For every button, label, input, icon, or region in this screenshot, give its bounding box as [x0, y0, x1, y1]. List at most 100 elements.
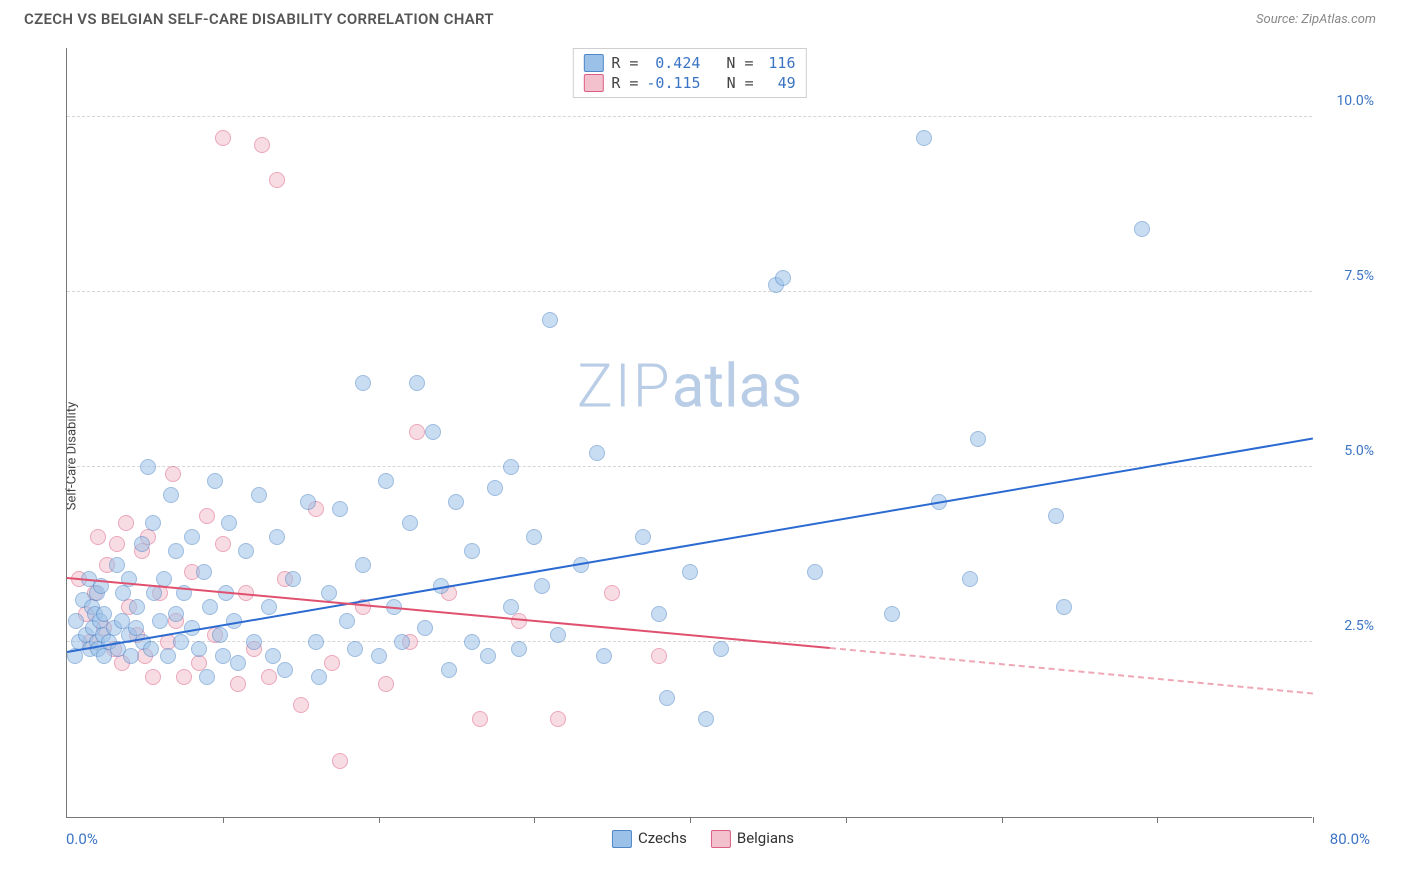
data-point	[503, 459, 519, 475]
data-point	[417, 620, 433, 636]
scatter-plot: ZIPatlas R =0.424N =116R =-0.115N =49 2.…	[66, 48, 1312, 818]
data-point	[145, 515, 161, 531]
data-point	[884, 606, 900, 622]
data-point	[199, 508, 215, 524]
legend-row: R =-0.115N =49	[583, 73, 795, 93]
data-point	[143, 641, 159, 657]
data-point	[464, 634, 480, 650]
x-tick	[1002, 817, 1003, 823]
data-point	[123, 648, 139, 664]
data-point	[215, 130, 231, 146]
data-point	[269, 172, 285, 188]
data-point	[134, 536, 150, 552]
y-tick-label: 10.0%	[1318, 93, 1374, 109]
data-point	[464, 543, 480, 559]
x-tick	[1313, 817, 1314, 823]
data-point	[371, 648, 387, 664]
data-point	[511, 641, 527, 657]
x-tick	[1157, 817, 1158, 823]
watermark-zip: ZIP	[577, 351, 672, 422]
chart-title: CZECH VS BELGIAN SELF-CARE DISABILITY CO…	[24, 10, 494, 28]
data-point	[207, 473, 223, 489]
correlation-legend: R =0.424N =116R =-0.115N =49	[572, 48, 806, 98]
data-point	[355, 557, 371, 573]
data-point	[635, 529, 651, 545]
data-point	[251, 487, 267, 503]
y-tick-label: 2.5%	[1318, 618, 1374, 634]
data-point	[409, 375, 425, 391]
x-tick	[534, 817, 535, 823]
data-point	[347, 641, 363, 657]
x-tick	[846, 817, 847, 823]
data-point	[168, 606, 184, 622]
x-axis-min-label: 0.0%	[66, 830, 98, 848]
data-point	[394, 634, 410, 650]
data-point	[596, 648, 612, 664]
data-point	[215, 648, 231, 664]
data-point	[916, 130, 932, 146]
data-point	[550, 627, 566, 643]
data-point	[1134, 221, 1150, 237]
data-point	[321, 585, 337, 601]
data-point	[115, 585, 131, 601]
data-point	[409, 424, 425, 440]
data-point	[160, 648, 176, 664]
legend-swatch	[583, 54, 603, 72]
data-point	[355, 375, 371, 391]
data-point	[480, 648, 496, 664]
data-point	[1056, 599, 1072, 615]
data-point	[261, 599, 277, 615]
data-point	[129, 599, 145, 615]
data-point	[534, 578, 550, 594]
data-point	[472, 711, 488, 727]
data-point	[441, 662, 457, 678]
data-point	[277, 662, 293, 678]
data-point	[265, 648, 281, 664]
grid-line	[67, 116, 1312, 117]
data-point	[308, 634, 324, 650]
data-point	[285, 571, 301, 587]
data-point	[145, 669, 161, 685]
legend-swatch	[583, 74, 603, 92]
data-point	[212, 627, 228, 643]
series-legend-item: Belgians	[711, 829, 794, 848]
data-point	[238, 543, 254, 559]
data-point	[339, 613, 355, 629]
data-point	[604, 585, 620, 601]
data-point	[184, 529, 200, 545]
data-point	[378, 473, 394, 489]
x-tick	[379, 817, 380, 823]
data-point	[202, 599, 218, 615]
data-point	[109, 557, 125, 573]
legend-r-label: R =	[611, 54, 638, 72]
watermark-atlas: atlas	[672, 351, 802, 422]
data-point	[589, 445, 605, 461]
data-point	[191, 641, 207, 657]
data-point	[254, 137, 270, 153]
data-point	[176, 669, 192, 685]
legend-n-value: 116	[762, 54, 796, 72]
data-point	[487, 480, 503, 496]
data-point	[550, 711, 566, 727]
x-tick	[223, 817, 224, 823]
legend-r-value: -0.115	[646, 74, 700, 92]
data-point	[140, 459, 156, 475]
data-point	[1048, 508, 1064, 524]
series-name: Czechs	[638, 829, 687, 847]
trend-line	[67, 437, 1313, 652]
data-point	[698, 711, 714, 727]
data-point	[651, 606, 667, 622]
legend-n-value: 49	[762, 74, 796, 92]
data-point	[221, 515, 237, 531]
series-legend-item: Czechs	[612, 829, 687, 848]
data-point	[402, 515, 418, 531]
data-point	[118, 515, 134, 531]
data-point	[199, 669, 215, 685]
watermark: ZIPatlas	[577, 351, 802, 422]
data-point	[246, 634, 262, 650]
grid-line	[67, 291, 1312, 292]
chart-header: CZECH VS BELGIAN SELF-CARE DISABILITY CO…	[0, 0, 1406, 34]
legend-swatch	[612, 830, 632, 848]
data-point	[152, 613, 168, 629]
data-point	[807, 564, 823, 580]
